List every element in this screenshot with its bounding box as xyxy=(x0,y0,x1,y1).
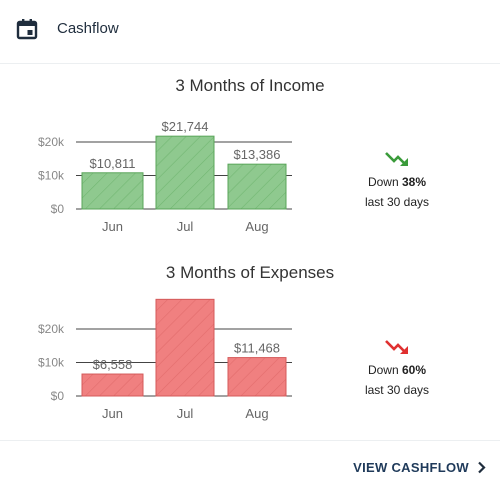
x-tick-label: Jul xyxy=(177,219,194,234)
x-tick-label: Jun xyxy=(102,219,123,234)
card-header: Cashflow xyxy=(0,0,500,62)
x-tick-label: Jul xyxy=(177,406,194,421)
x-tick-label: Aug xyxy=(245,219,268,234)
bar-jun[interactable] xyxy=(81,373,144,397)
income-trend-percent: 38% xyxy=(402,175,427,189)
x-tick-label: Jun xyxy=(102,406,123,421)
trending-down-icon xyxy=(385,340,408,354)
bar-aug[interactable] xyxy=(227,163,287,210)
y-tick-label: $10k xyxy=(38,169,65,183)
income-trend: Down 38% last 30 days xyxy=(337,150,457,212)
bar-jun[interactable] xyxy=(81,172,144,210)
bar-aug[interactable] xyxy=(227,357,287,397)
y-tick-label: $20k xyxy=(38,135,65,149)
expenses-title: 3 Months of Expenses xyxy=(165,263,335,282)
y-tick-label: $20k xyxy=(38,322,65,336)
bar-jul[interactable] xyxy=(155,298,215,397)
income-trend-prefix: Down xyxy=(367,175,399,189)
view-cashflow-label: VIEW CASHFLOW xyxy=(353,460,469,475)
data-label: $11,468 xyxy=(234,341,280,356)
view-cashflow-link[interactable]: VIEW CASHFLOW xyxy=(353,460,486,475)
header-divider xyxy=(0,63,500,64)
income-title: 3 Months of Income xyxy=(175,76,325,95)
expenses-trend-percent: 60% xyxy=(402,363,427,377)
x-tick-label: Aug xyxy=(245,406,268,421)
data-label: $10,811 xyxy=(89,156,135,171)
data-label: $13,386 xyxy=(234,147,281,162)
y-tick-label: $0 xyxy=(51,202,65,216)
income-trend-period: last 30 days xyxy=(364,195,430,209)
expenses-trend-prefix: Down xyxy=(367,363,399,377)
footer-divider xyxy=(0,440,500,441)
card-title: Cashflow xyxy=(57,20,119,37)
expenses-trend: Down 60% last 30 days xyxy=(337,338,457,400)
expenses-trend-period: last 30 days xyxy=(364,383,430,397)
data-label: $6,558 xyxy=(93,357,133,372)
bar-jul[interactable] xyxy=(155,135,215,210)
y-tick-label: $10k xyxy=(38,356,65,370)
income-chart: $0 $10k $20k $10,811 Jun $21,744 Jul $13,386 Aug xyxy=(38,119,292,234)
y-tick-label: $0 xyxy=(51,389,65,403)
chevron-right-icon xyxy=(478,461,486,474)
calendar-icon xyxy=(16,19,38,40)
data-label: $21,744 xyxy=(162,119,209,134)
trending-down-icon xyxy=(385,152,408,166)
